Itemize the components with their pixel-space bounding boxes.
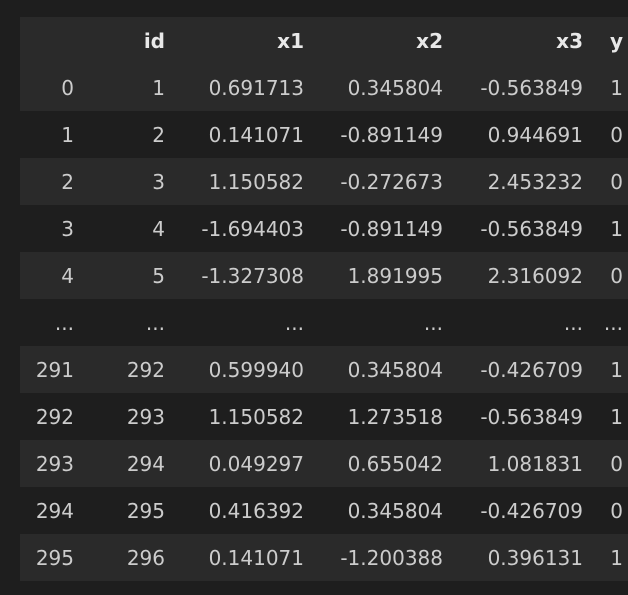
cell-id: 1	[84, 64, 175, 111]
table-row: 1 2 0.141071 -0.891149 0.944691 0	[20, 111, 628, 158]
cell-x3: -0.426709	[453, 487, 593, 534]
cell-id: ...	[84, 299, 175, 346]
cell-y: 1	[593, 346, 628, 393]
cell-x3: 2.316092	[453, 252, 593, 299]
cell-x1: 0.141071	[175, 111, 314, 158]
cell-index: 0	[20, 64, 84, 111]
cell-y: ...	[593, 299, 628, 346]
cell-id: 296	[84, 534, 175, 581]
cell-y: 0	[593, 158, 628, 205]
dataframe-output: id x1 x2 x3 y 0 1 0.691713 0.345804 -0.56384…	[20, 17, 628, 581]
header-x1: x1	[175, 17, 314, 64]
cell-id: 2	[84, 111, 175, 158]
cell-x3: -0.563849	[453, 393, 593, 440]
cell-index: 3	[20, 205, 84, 252]
cell-x1: 1.150582	[175, 393, 314, 440]
cell-x1: -1.694403	[175, 205, 314, 252]
cell-x2: -1.200388	[314, 534, 453, 581]
cell-id: 4	[84, 205, 175, 252]
cell-index: 1	[20, 111, 84, 158]
cell-x2: -0.272673	[314, 158, 453, 205]
cell-x1: ...	[175, 299, 314, 346]
cell-x1: 1.150582	[175, 158, 314, 205]
cell-y: 1	[593, 534, 628, 581]
cell-x2: 0.345804	[314, 64, 453, 111]
cell-id: 5	[84, 252, 175, 299]
cell-x2: 1.273518	[314, 393, 453, 440]
table-row: 0 1 0.691713 0.345804 -0.563849 1	[20, 64, 628, 111]
cell-y: 1	[593, 64, 628, 111]
cell-x2: 1.891995	[314, 252, 453, 299]
header-x2: x2	[314, 17, 453, 64]
cell-x2: 0.345804	[314, 346, 453, 393]
header-y: y	[593, 17, 628, 64]
cell-x3: 0.396131	[453, 534, 593, 581]
cell-index: 294	[20, 487, 84, 534]
header-id: id	[84, 17, 175, 64]
cell-index: 291	[20, 346, 84, 393]
cell-id: 295	[84, 487, 175, 534]
cell-x3: 2.453232	[453, 158, 593, 205]
cell-x1: 0.141071	[175, 534, 314, 581]
cell-id: 293	[84, 393, 175, 440]
cell-x3: -0.563849	[453, 205, 593, 252]
cell-y: 0	[593, 252, 628, 299]
cell-x2: ...	[314, 299, 453, 346]
cell-x3: -0.426709	[453, 346, 593, 393]
cell-y: 0	[593, 111, 628, 158]
cell-x2: -0.891149	[314, 111, 453, 158]
cell-id: 3	[84, 158, 175, 205]
cell-index: 4	[20, 252, 84, 299]
table-row: 3 4 -1.694403 -0.891149 -0.563849 1	[20, 205, 628, 252]
cell-index: 292	[20, 393, 84, 440]
cell-x2: 0.655042	[314, 440, 453, 487]
header-row: id x1 x2 x3 y	[20, 17, 628, 64]
cell-x3: ...	[453, 299, 593, 346]
table-row: 294 295 0.416392 0.345804 -0.426709 0	[20, 487, 628, 534]
cell-x1: -1.327308	[175, 252, 314, 299]
cell-x2: 0.345804	[314, 487, 453, 534]
table-row: 295 296 0.141071 -1.200388 0.396131 1	[20, 534, 628, 581]
header-x3: x3	[453, 17, 593, 64]
cell-index: 2	[20, 158, 84, 205]
cell-x3: 0.944691	[453, 111, 593, 158]
cell-x1: 0.691713	[175, 64, 314, 111]
cell-x3: -0.563849	[453, 64, 593, 111]
table-row: 292 293 1.150582 1.273518 -0.563849 1	[20, 393, 628, 440]
cell-y: 0	[593, 487, 628, 534]
table-row: 291 292 0.599940 0.345804 -0.426709 1	[20, 346, 628, 393]
table-body: 0 1 0.691713 0.345804 -0.563849 1 1 2 0.141071 -0…	[20, 64, 628, 581]
table-row: 2 3 1.150582 -0.272673 2.453232 0	[20, 158, 628, 205]
header-index	[20, 17, 84, 64]
cell-index: 293	[20, 440, 84, 487]
cell-y: 0	[593, 440, 628, 487]
cell-y: 1	[593, 393, 628, 440]
cell-x2: -0.891149	[314, 205, 453, 252]
cell-x1: 0.416392	[175, 487, 314, 534]
cell-id: 292	[84, 346, 175, 393]
cell-y: 1	[593, 205, 628, 252]
table-row: 293 294 0.049297 0.655042 1.081831 0	[20, 440, 628, 487]
cell-x1: 0.599940	[175, 346, 314, 393]
cell-x1: 0.049297	[175, 440, 314, 487]
cell-index: ...	[20, 299, 84, 346]
cell-id: 294	[84, 440, 175, 487]
dataframe-table: id x1 x2 x3 y 0 1 0.691713 0.345804 -0.56384…	[20, 17, 628, 581]
table-row: ..................	[20, 299, 628, 346]
table-row: 4 5 -1.327308 1.891995 2.316092 0	[20, 252, 628, 299]
cell-x3: 1.081831	[453, 440, 593, 487]
cell-index: 295	[20, 534, 84, 581]
